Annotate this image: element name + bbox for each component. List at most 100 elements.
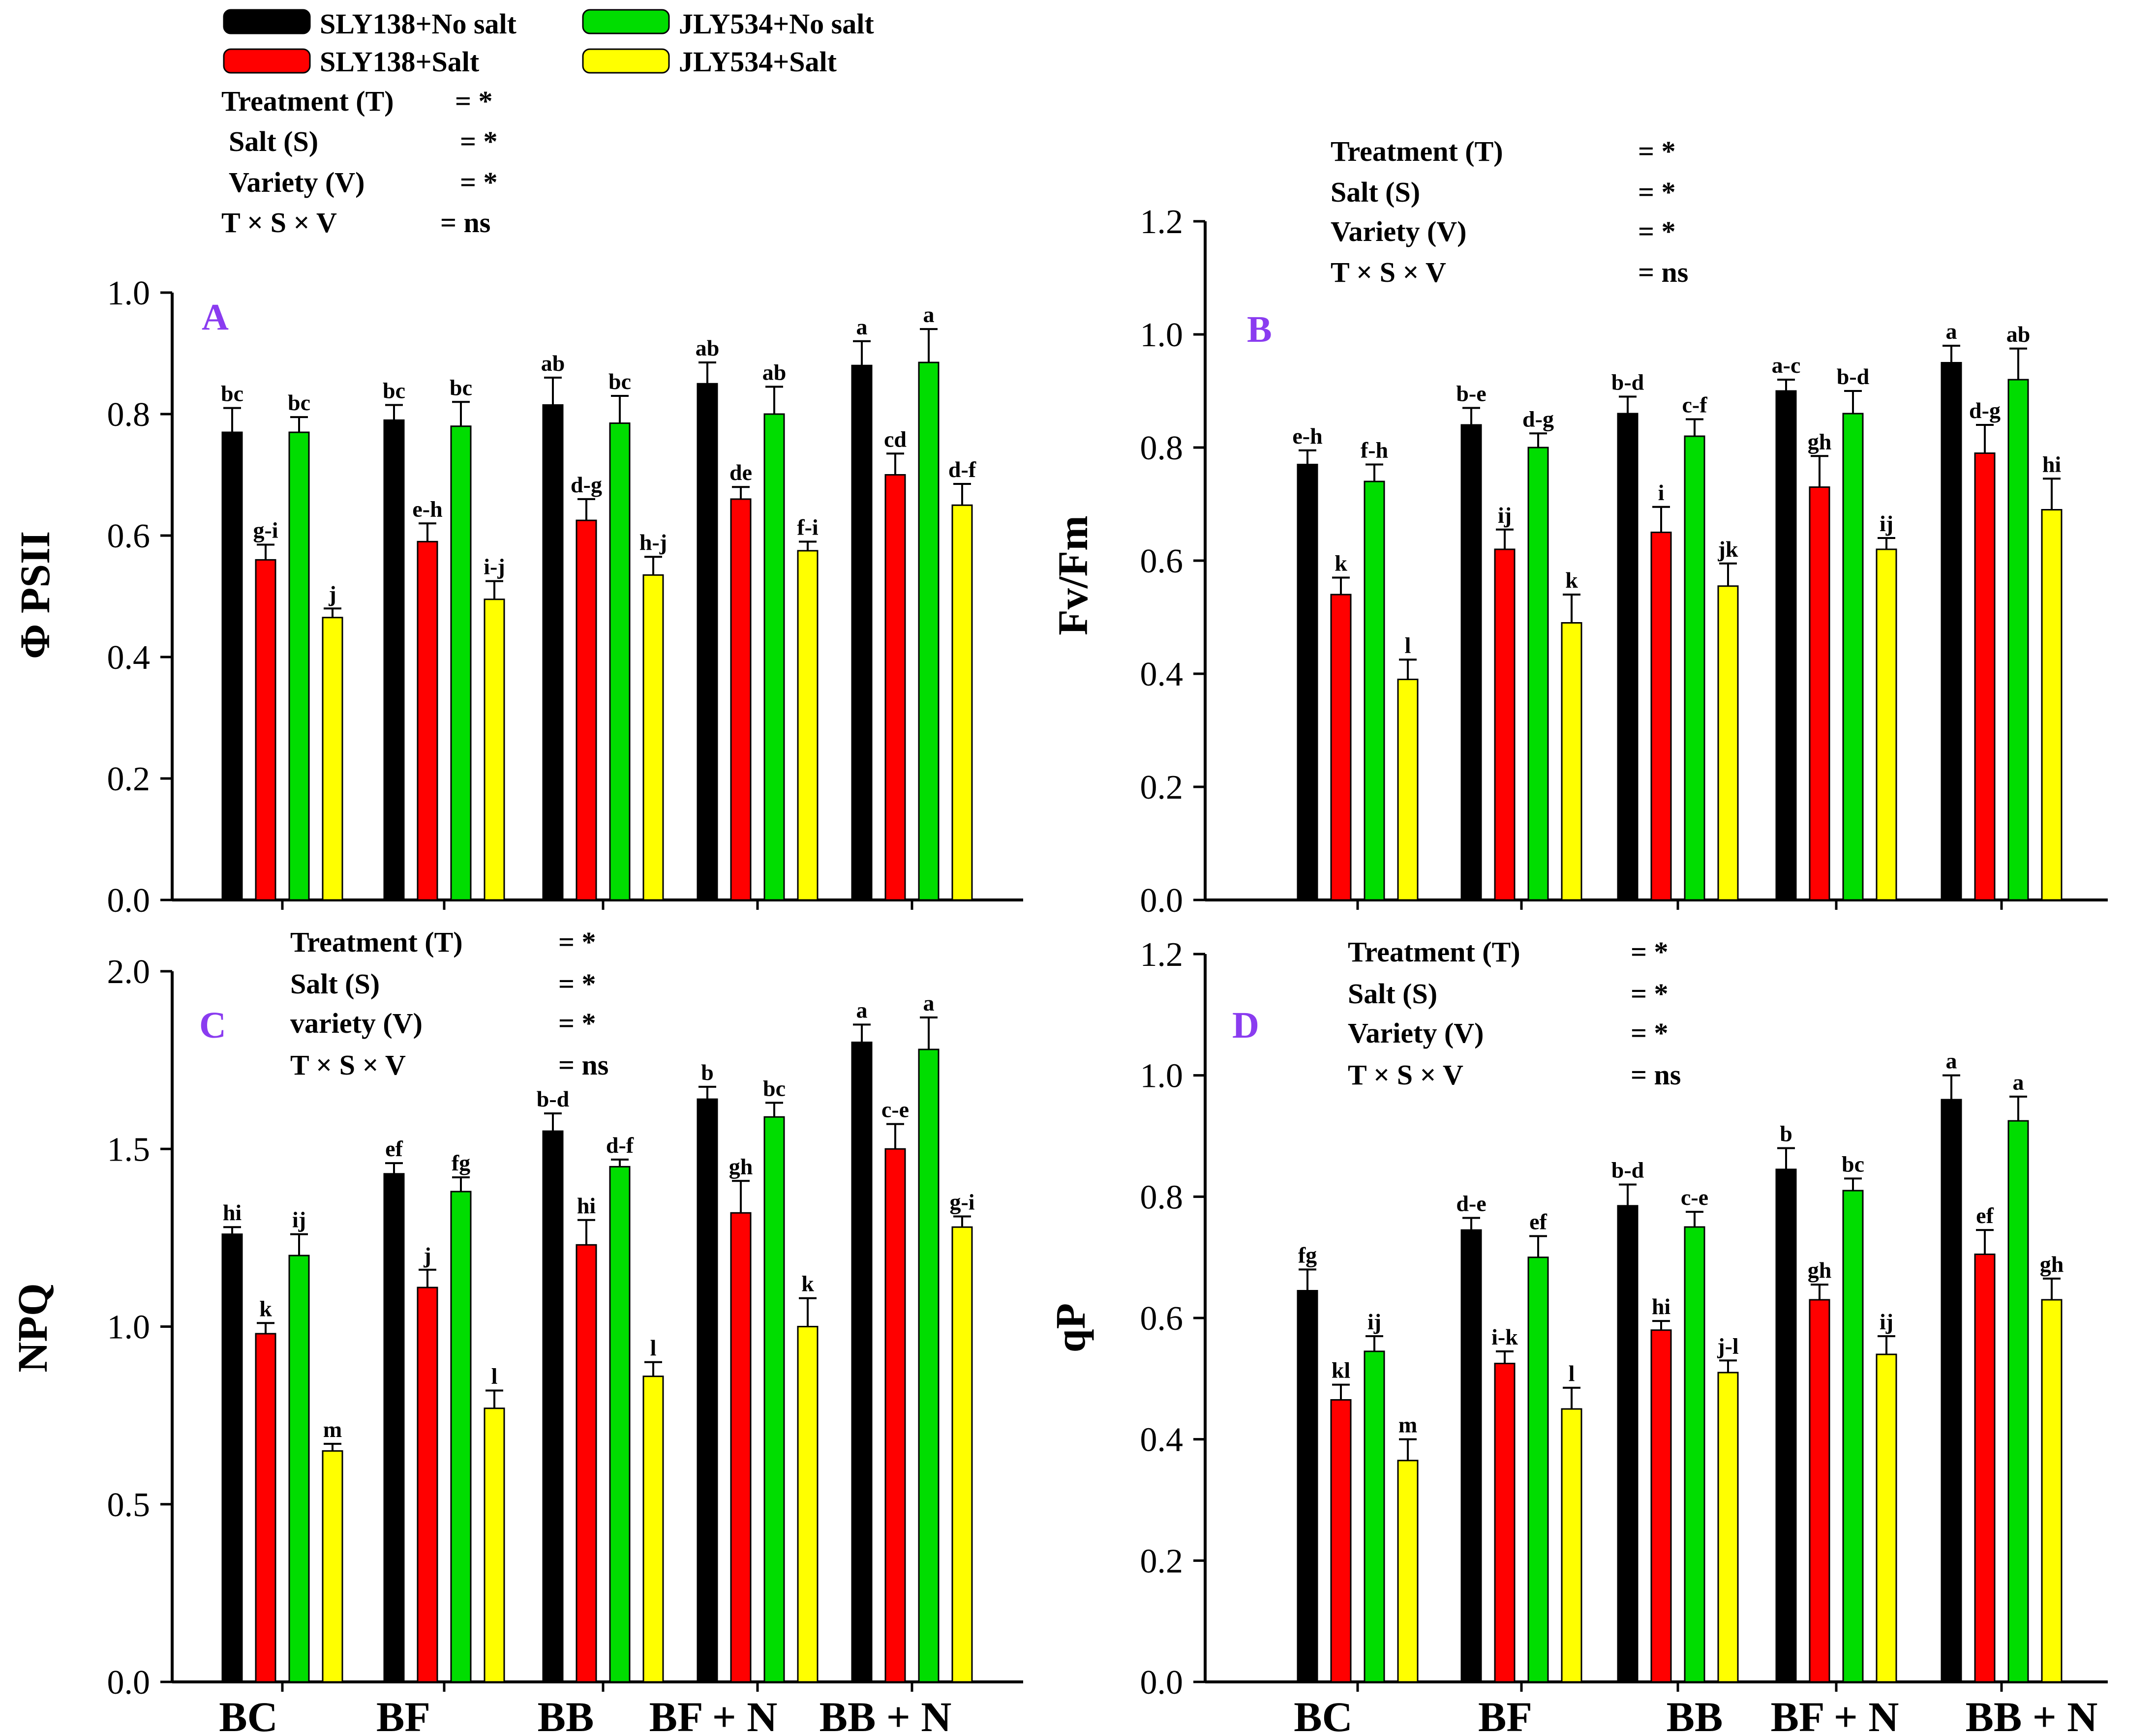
stat-term: Treatment (T) — [1331, 135, 1503, 167]
significance-letter: d-g — [1522, 406, 1554, 431]
stat-value: = * — [558, 1007, 596, 1039]
bar — [1617, 1205, 1639, 1683]
significance-letter: fg — [1298, 1242, 1317, 1267]
stat-term: Variety (V) — [1331, 215, 1467, 247]
significance-letter: b-d — [1611, 1158, 1644, 1183]
y-tick-label: 0.4 — [107, 639, 151, 677]
bar — [697, 1098, 718, 1683]
stat-value: = ns — [440, 207, 490, 239]
panel-B: 0.0 0.2 0.4 0.6 0.8 1.0 1.2 Fv/Fm B Treatment (T)… — [1049, 135, 2108, 920]
bar — [450, 1191, 472, 1683]
panel-label: A — [202, 297, 229, 338]
significance-letter: ij — [1367, 1309, 1381, 1334]
bar — [1941, 362, 1962, 901]
y-tick-label: 0.4 — [1140, 656, 1184, 693]
panel-C: 0.0 0.5 1.0 1.5 2.0 BC BF BB BF + N BB + N NPQ C Tre… — [9, 926, 1023, 1736]
significance-letter: d-g — [1969, 398, 2001, 423]
y-tick-label: 0.6 — [1140, 1300, 1184, 1338]
bar — [1684, 1226, 1705, 1683]
significance-letter: kl — [1332, 1358, 1350, 1383]
significance-letter: ef — [1529, 1209, 1547, 1234]
significance-letter: i — [1658, 480, 1665, 505]
bar — [1684, 435, 1705, 901]
stat-term: Treatment (T) — [290, 926, 463, 958]
significance-letter: b-e — [1456, 381, 1486, 406]
significance-letter: ab — [541, 351, 565, 376]
significance-letter: j — [423, 1243, 431, 1268]
y-tick-label: 2.0 — [107, 953, 151, 991]
x-category-label: BB — [1667, 1693, 1723, 1736]
significance-letter: gh — [1808, 1257, 1832, 1283]
significance-letter: b-d — [1611, 370, 1644, 395]
significance-letter: gh — [2040, 1252, 2064, 1277]
bar — [1650, 532, 1672, 901]
bar — [542, 404, 564, 901]
x-category-label: BB — [538, 1693, 594, 1736]
bar — [1617, 413, 1639, 901]
bar — [2041, 509, 2063, 901]
bar — [1494, 548, 1516, 901]
significance-letter: k — [1565, 568, 1578, 593]
significance-letter: a-c — [1772, 353, 1801, 378]
significance-letter: d-f — [948, 457, 976, 482]
significance-letter: k — [259, 1296, 272, 1321]
bar — [851, 364, 873, 901]
y-tick-label: 1.2 — [1140, 203, 1184, 241]
bar — [642, 1376, 664, 1683]
significance-letter: gh — [729, 1154, 753, 1179]
bar — [609, 422, 631, 901]
bar — [2007, 1120, 2029, 1683]
bar — [221, 431, 243, 901]
significance-letter: jk — [1718, 537, 1738, 562]
significance-letter: ij — [292, 1207, 306, 1232]
bar — [484, 1407, 505, 1683]
stat-term: T × S × V — [1331, 256, 1446, 288]
legend-swatch — [223, 48, 311, 74]
significance-letter: h-j — [639, 530, 667, 555]
stat-value: = ns — [1631, 1059, 1681, 1091]
x-category-label: BF — [1478, 1693, 1532, 1736]
x-category-label: BB + N — [820, 1693, 952, 1736]
significance-letter: a — [923, 990, 935, 1016]
panel-label: D — [1232, 1005, 1259, 1046]
y-axis-label: Fv/Fm — [1049, 515, 1096, 635]
y-tick-label: 0.2 — [1140, 769, 1184, 807]
bar — [1460, 1229, 1482, 1683]
bar — [1527, 447, 1549, 901]
bar — [576, 1244, 597, 1683]
bar — [1941, 1099, 1962, 1683]
significance-letter: c-e — [1681, 1185, 1708, 1210]
significance-letter: bc — [288, 390, 310, 415]
bar — [1842, 413, 1864, 901]
legend-label: SLY138+No salt — [320, 8, 517, 40]
significance-letter: i-j — [484, 554, 505, 579]
bar — [884, 1148, 906, 1683]
bar — [763, 1116, 785, 1683]
bar — [322, 617, 343, 901]
bar — [1297, 464, 1318, 901]
bar — [288, 1255, 310, 1683]
significance-letter: d-f — [606, 1133, 634, 1158]
bar — [255, 1333, 276, 1683]
y-axis-label: Φ PSII — [11, 531, 59, 659]
legend-swatch — [582, 9, 670, 34]
stat-value: = * — [1631, 978, 1669, 1010]
significance-letter: bc — [608, 369, 631, 394]
stat-value: = ns — [558, 1049, 608, 1081]
significance-letter: l — [650, 1335, 657, 1360]
bar — [1876, 548, 1897, 901]
bar — [221, 1233, 243, 1683]
bar — [255, 559, 276, 901]
significance-letter: b — [701, 1060, 714, 1085]
x-category-label: BF — [376, 1693, 430, 1736]
significance-letter: cd — [884, 426, 907, 451]
panel-label: B — [1247, 309, 1272, 350]
significance-letter: g-i — [253, 518, 278, 543]
bar — [697, 383, 718, 901]
bar — [797, 1326, 819, 1683]
significance-letter: i-k — [1491, 1324, 1518, 1349]
stat-term: Salt (S) — [1348, 978, 1437, 1010]
significance-letter: bc — [221, 381, 243, 406]
significance-letter: hi — [223, 1200, 242, 1225]
